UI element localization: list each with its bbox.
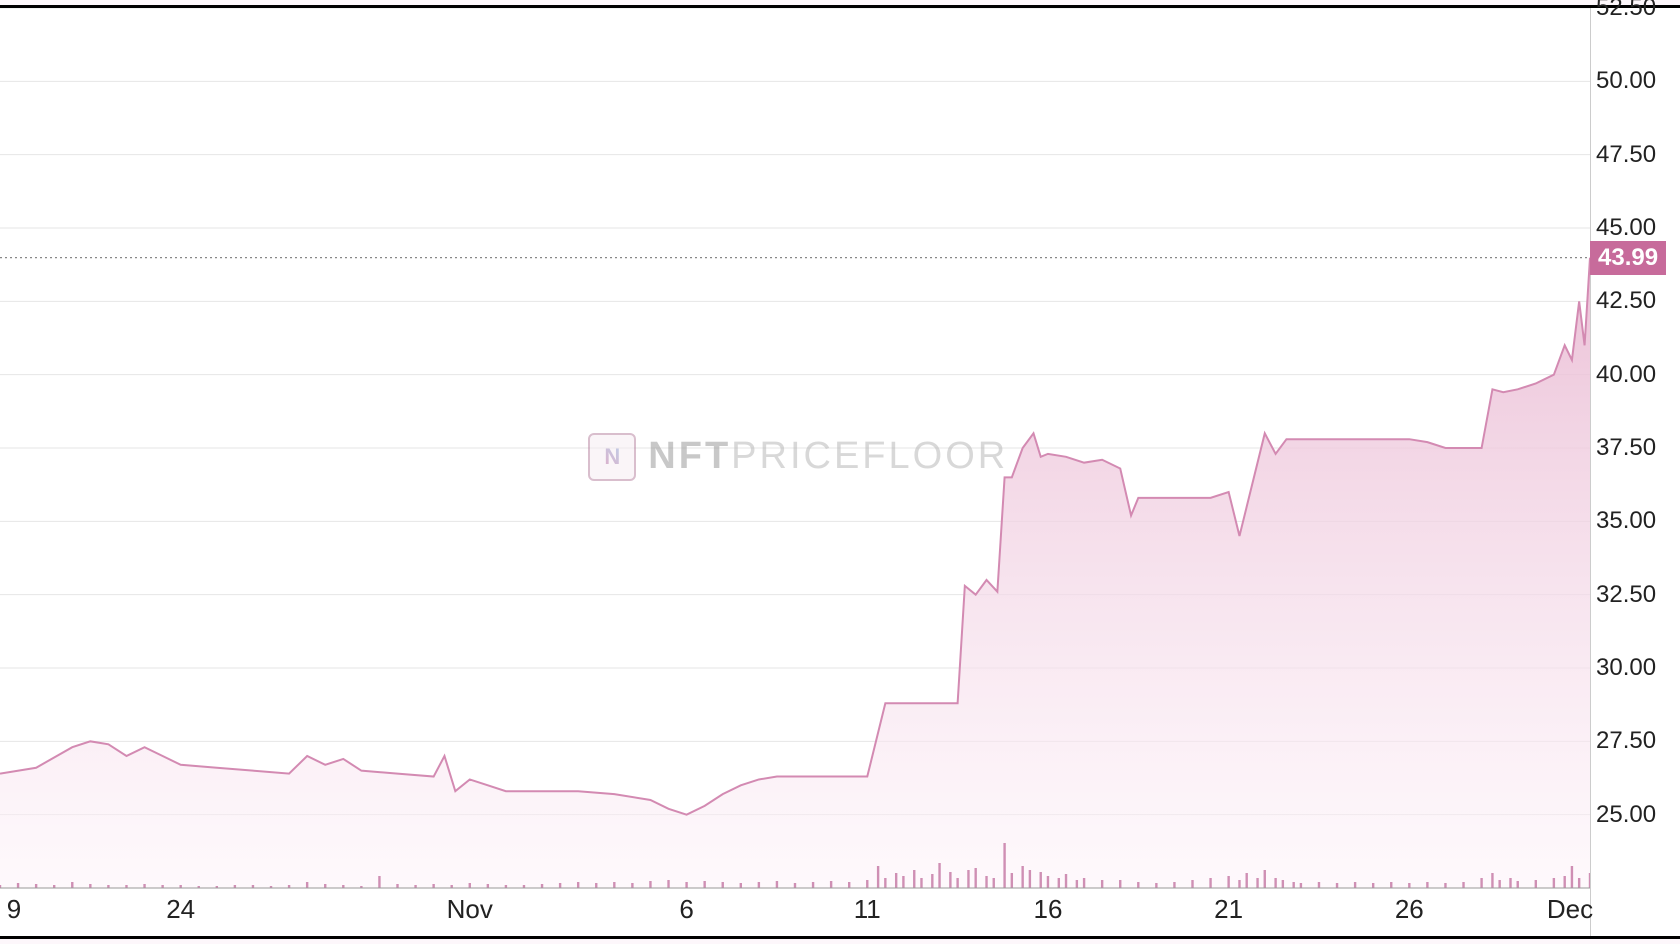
current-price-value: 43.99 bbox=[1598, 244, 1658, 271]
x-axis-tick-label: 24 bbox=[166, 894, 195, 925]
x-axis-tick-label: 9 bbox=[7, 894, 21, 925]
y-axis-tick-label: 50.00 bbox=[1596, 67, 1656, 95]
x-axis-tick-label: 6 bbox=[679, 894, 693, 925]
y-axis-tick-label: 47.50 bbox=[1596, 141, 1656, 169]
chart-container: N NFTPRICEFLOOR 25.00 27.50 30.00 32.50 35.0… bbox=[0, 5, 1680, 939]
x-axis-tick-label: 26 bbox=[1395, 894, 1424, 925]
x-axis-tick-label: Nov bbox=[447, 894, 493, 925]
y-axis-tick-label: 45.00 bbox=[1596, 214, 1656, 242]
y-axis-tick-label: 37.50 bbox=[1596, 434, 1656, 462]
y-axis-tick-label: 42.50 bbox=[1596, 287, 1656, 315]
y-axis-tick-label: 52.50 bbox=[1596, 0, 1656, 22]
y-axis-tick-label: 32.50 bbox=[1596, 581, 1656, 609]
y-axis-tick-label: 30.00 bbox=[1596, 654, 1656, 682]
y-axis-labels: 25.00 27.50 30.00 32.50 35.00 37.50 40.00 42.50… bbox=[1590, 8, 1680, 936]
chart-plot-area[interactable]: N NFTPRICEFLOOR bbox=[0, 8, 1591, 936]
x-axis-tick-label: Dec bbox=[1547, 894, 1593, 925]
chart-svg bbox=[0, 8, 1590, 936]
y-axis-tick-label: 25.00 bbox=[1596, 801, 1656, 829]
current-price-badge: 43.99 bbox=[1590, 241, 1666, 275]
y-axis-tick-label: 40.00 bbox=[1596, 361, 1656, 389]
x-axis-tick-label: 21 bbox=[1214, 894, 1243, 925]
y-axis-tick-label: 35.00 bbox=[1596, 507, 1656, 535]
x-axis-tick-label: 16 bbox=[1033, 894, 1062, 925]
x-axis-tick-label: 11 bbox=[854, 894, 881, 925]
y-axis-tick-label: 27.50 bbox=[1596, 727, 1656, 755]
